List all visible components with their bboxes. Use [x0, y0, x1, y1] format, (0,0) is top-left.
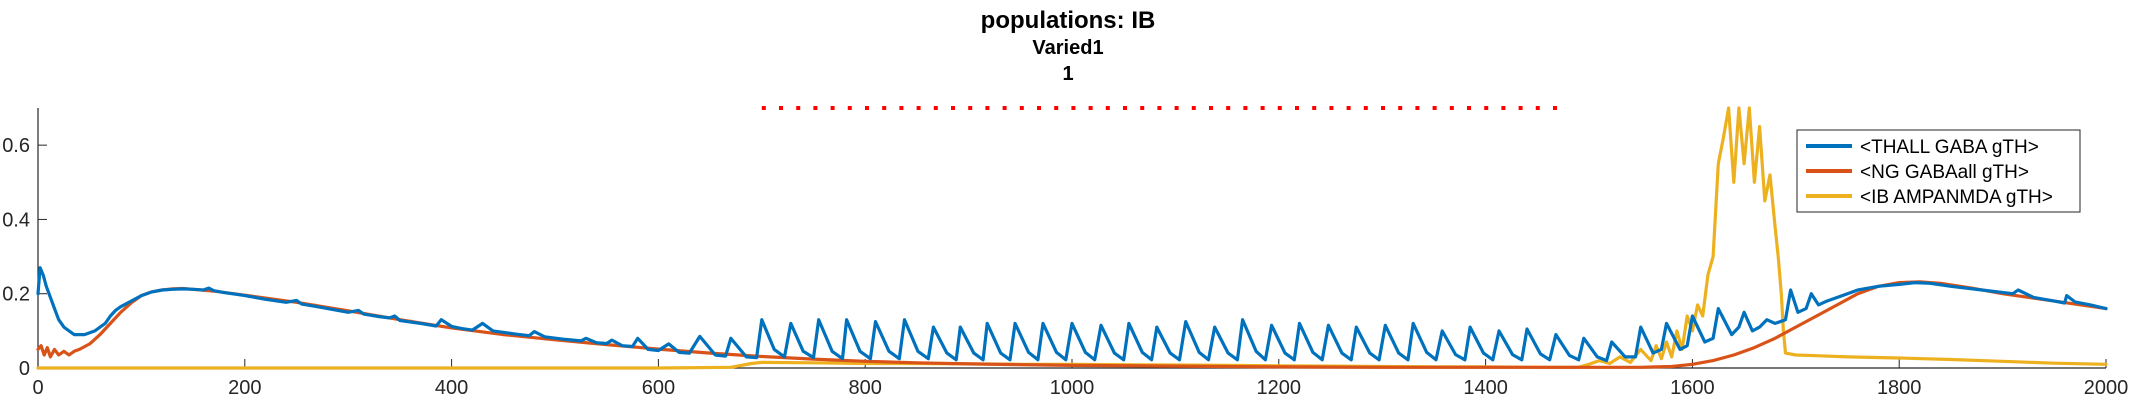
x-tick-label: 400 [435, 377, 468, 399]
x-tick-label: 600 [642, 377, 675, 399]
series-lines [36, 106, 2108, 370]
series-line-0 [36, 266, 2108, 363]
chart-subtitle: Varied1 [1032, 37, 1103, 59]
chart-title: populations: IB [981, 7, 1156, 34]
legend-label-thall: <THALL GABA gTH> [1860, 137, 2039, 158]
y-tick-label: 0.6 [2, 135, 30, 157]
x-tick-label: 1200 [1257, 377, 1302, 399]
x-tick-label: 1600 [1670, 377, 1715, 399]
legend-label-ib: <IB AMPANMDA gTH> [1860, 187, 2053, 208]
x-tick-label: 1400 [1463, 377, 1508, 399]
x-tick-label: 1800 [1877, 377, 1922, 399]
x-tick-label: 1000 [1050, 377, 1095, 399]
legend: <THALL GABA gTH> <NG GABAall gTH> <IB AM… [1796, 129, 2081, 213]
x-tick-label: 200 [228, 377, 261, 399]
x-tick-label: 800 [849, 377, 882, 399]
y-tick-labels: 0 0.2 0.4 0.6 [2, 135, 30, 380]
y-tick-label: 0.2 [2, 284, 30, 306]
x-tick-labels: 0 200 400 600 800 1000 1200 1400 1600 1800 2000 [32, 377, 2128, 399]
y-tick-label: 0.4 [2, 209, 30, 231]
y-tick-label: 0 [19, 358, 30, 380]
chart-subtitle-2: 1 [1062, 63, 1073, 85]
legend-label-ng: <NG GABAall gTH> [1860, 162, 2029, 183]
x-tick-label: 2000 [2084, 377, 2129, 399]
x-tick-label: 0 [32, 377, 43, 399]
